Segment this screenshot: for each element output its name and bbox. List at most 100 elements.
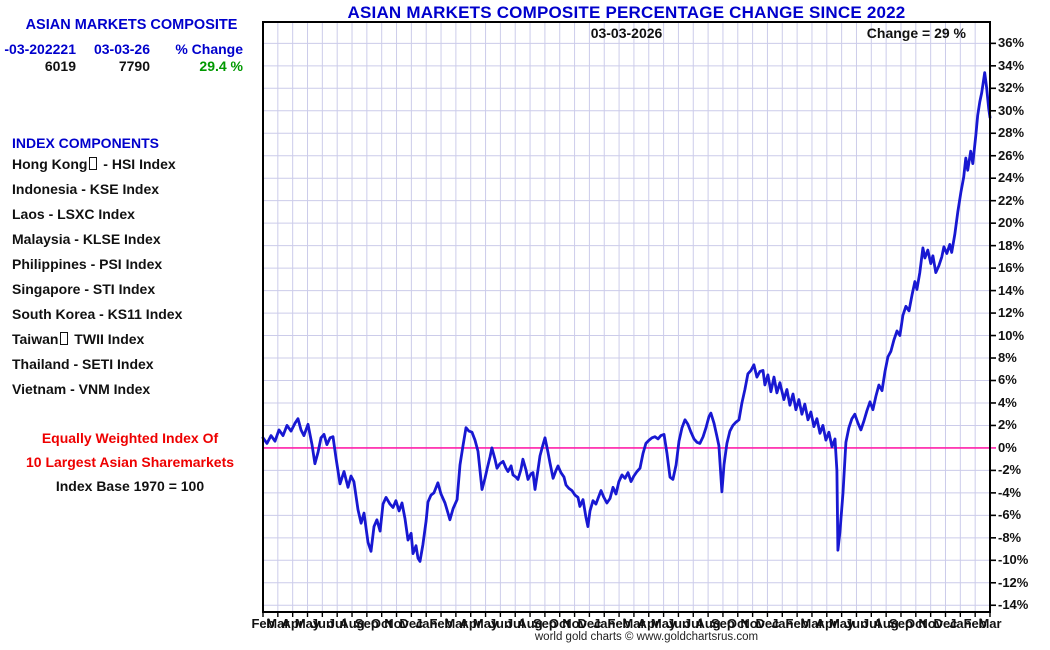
x-tick-label: Nov [384,616,409,631]
footnote-red-2: 10 Largest Asian Sharemarkets [25,454,235,470]
x-tick-label: Jul [861,616,881,631]
x-tick-label: Mar [266,616,290,631]
x-tick-label: Mar [622,616,646,631]
x-tick-label: Dec [577,616,602,631]
x-tick-label: Apr [459,616,482,631]
y-tick-label: 4% [998,394,1017,410]
chart-title: ASIAN MARKETS COMPOSITE PERCENTAGE CHANG… [347,3,906,22]
y-tick-label: 20% [998,215,1025,231]
end-date-label: 03-03-26 [93,41,150,57]
x-tick-label: Mar [800,616,824,631]
x-tick-label: Sep [532,616,557,631]
x-tick-label: May [650,616,677,631]
y-tick-label: 8% [998,350,1017,366]
x-tick-label: Aug [339,616,365,631]
x-tick-label: Feb [607,616,631,631]
x-tick-label: Feb [251,616,275,631]
x-tick-label: Jun [844,616,869,631]
y-tick-label: -12% [998,574,1029,590]
list-item: Singapore - STI Index [12,281,156,297]
list-item: Vietnam - VNM Index [12,381,151,397]
x-tick-label: Oct [726,616,749,631]
x-tick-label: Nov [562,616,587,631]
y-tick-label: -14% [998,597,1029,613]
y-tick-label: 34% [998,57,1025,73]
y-tick-label: 32% [998,80,1025,96]
list-item: Indonesia - KSE Index [12,181,160,197]
y-tick-label: -8% [998,529,1022,545]
x-tick-label: May [472,616,499,631]
y-tick-label: 16% [998,260,1025,276]
x-tick-label: Jan [949,616,972,631]
end-value: 7790 [118,58,150,74]
y-tick-label: 28% [998,125,1025,141]
x-tick-label: Mar [978,616,1002,631]
composite-title: ASIAN MARKETS COMPOSITE [25,17,238,33]
x-tick-label: Nov [918,616,943,631]
x-tick-label: May [828,616,855,631]
x-tick-label: Apr [815,616,838,631]
list-item: Malaysia - KLSE Index [12,231,161,247]
x-tick-label: Feb [785,616,809,631]
x-tick-label: Jul [327,616,347,631]
components-list: Hong Kong - HSI Index Indonesia - KSE Ind… [12,152,182,402]
list-item: Taiwan TWII Index [12,331,145,347]
composite-line-chart [261,21,996,617]
x-tick-label: Nov [740,616,765,631]
footnote-red-1: Equally Weighted Index Of [41,430,219,446]
annotation-date: 03-03-2026 [590,25,663,41]
x-tick-label: Jun [666,616,690,631]
start-date-label: -03-202221 [4,41,76,57]
x-tick-label: Feb [429,616,453,631]
y-tick-label: 6% [998,372,1017,388]
x-tick-label: Mar [444,616,468,631]
y-tick-label: 26% [998,147,1025,163]
x-tick-label: May [294,616,321,631]
x-tick-label: Jul [505,616,525,631]
x-tick-label: Feb [963,616,987,631]
y-tick-label: -2% [998,462,1022,478]
x-tick-label: Aug [517,616,543,631]
y-tick-label: 10% [998,327,1025,343]
pct-change-value: 29.4 % [199,58,243,74]
y-tick-label: 18% [998,237,1025,253]
y-tick-label: 36% [998,35,1025,51]
x-tick-label: Jan [593,616,616,631]
x-tick-label: Jun [488,616,512,631]
missing-glyph-box [89,157,98,170]
components-title: INDEX COMPONENTS [12,135,160,151]
start-value: 6019 [44,58,76,74]
x-tick-label: Sep [354,616,379,631]
x-tick-label: Dec [755,616,780,631]
x-tick-label: Jul [683,616,703,631]
y-tick-label: 30% [998,102,1025,118]
y-tick-label: 0% [998,439,1017,455]
x-tick-label: Jun [310,616,334,631]
x-tick-label: Oct [370,616,393,631]
x-tick-label: Sep [889,616,913,631]
x-tick-label: Dec [933,616,958,631]
y-tick-label: 2% [998,417,1017,433]
list-item: Hong Kong - HSI Index [12,156,176,172]
x-tick-label: Aug [873,616,899,631]
footnote-index-base: Index Base 1970 = 100 [55,478,205,494]
x-tick-label: Oct [904,616,927,631]
y-tick-label: 12% [998,305,1025,321]
list-item: South Korea - KS11 Index [12,306,183,322]
list-item: Philippines - PSI Index [12,256,163,272]
x-tick-label: Apr [637,616,660,631]
x-tick-label: Jan [415,616,438,631]
y-tick-label: 24% [998,170,1025,186]
annotation-change: Change = 29 % [866,25,966,41]
x-tick-label: Sep [711,616,735,631]
y-tick-label: -6% [998,507,1022,523]
list-item: Thailand - SETI Index [12,356,154,372]
copyright-line: world gold charts © www.goldchartsrus.co… [534,631,759,643]
x-tick-label: Oct [548,616,571,631]
pct-change-header: % Change [175,41,243,57]
x-tick-label: Apr [281,616,304,631]
y-tick-label: 22% [998,192,1025,208]
x-tick-label: Dec [399,616,424,631]
y-tick-label: -10% [998,552,1029,568]
